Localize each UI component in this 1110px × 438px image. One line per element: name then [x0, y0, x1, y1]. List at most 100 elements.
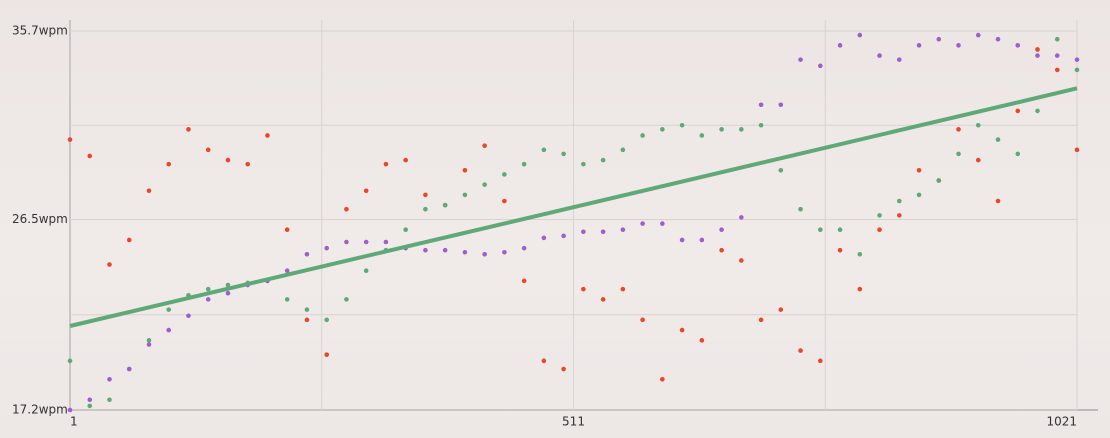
x-tick-label: 1: [70, 415, 78, 429]
data-point: [462, 249, 468, 255]
data-point: [284, 268, 290, 273]
data-point: [581, 161, 586, 167]
y-tick-label: 17.2wpm: [12, 403, 68, 417]
data-point: [344, 206, 349, 212]
data-point: [739, 127, 744, 132]
data-point: [1015, 43, 1021, 48]
data-point: [324, 245, 329, 251]
data-point: [205, 147, 211, 153]
data-point: [660, 127, 665, 132]
data-point: [284, 297, 290, 302]
data-point: [107, 397, 112, 403]
data-point: [521, 245, 527, 251]
data-point: [186, 127, 191, 132]
data-point: [304, 307, 310, 312]
data-point: [423, 247, 428, 253]
data-point: [482, 252, 487, 257]
data-point: [818, 227, 823, 233]
data-point: [719, 227, 724, 233]
data-point: [561, 233, 566, 239]
data-point: [956, 43, 961, 48]
data-point: [186, 313, 191, 319]
data-point: [640, 317, 645, 323]
data-point: [245, 161, 251, 167]
data-point: [126, 237, 132, 243]
data-point: [265, 133, 270, 138]
data-point: [877, 213, 882, 218]
data-point: [304, 317, 310, 323]
data-point: [719, 247, 724, 253]
data-point: [660, 376, 665, 382]
data-point: [1035, 53, 1040, 58]
data-point: [600, 297, 606, 302]
data-point: [324, 317, 329, 323]
data-point: [363, 239, 369, 245]
data-point: [916, 43, 922, 48]
data-point: [995, 36, 1001, 42]
data-point: [423, 192, 428, 198]
data-point: [975, 157, 981, 163]
data-point: [699, 133, 705, 138]
data-point: [837, 247, 843, 253]
data-point: [600, 229, 606, 235]
data-point: [719, 127, 724, 132]
y-tick-label: 35.7wpm: [12, 24, 68, 38]
data-point: [877, 227, 882, 233]
data-point: [462, 192, 468, 198]
data-point: [166, 327, 172, 333]
data-point: [442, 247, 448, 253]
data-point: [778, 168, 784, 173]
data-point: [482, 143, 487, 149]
data-point: [462, 168, 468, 173]
data-point: [936, 36, 942, 42]
data-point: [679, 237, 685, 243]
data-point: [857, 32, 863, 38]
data-point: [877, 53, 882, 58]
data-point: [739, 258, 744, 263]
data-point: [1074, 67, 1080, 73]
data-point: [1035, 108, 1040, 114]
data-point: [107, 376, 112, 382]
data-point: [798, 348, 803, 353]
data-point: [995, 198, 1001, 204]
data-point: [541, 147, 547, 153]
data-point: [383, 239, 389, 245]
data-point: [363, 268, 369, 273]
data-point: [956, 151, 961, 157]
data-point: [995, 137, 1001, 142]
data-point: [1054, 53, 1060, 58]
data-point: [67, 407, 73, 413]
data-point: [916, 168, 922, 173]
data-point: [1074, 147, 1080, 153]
data-point: [146, 342, 152, 347]
data-point: [502, 198, 507, 204]
data-point: [423, 206, 428, 212]
data-point: [363, 188, 369, 194]
data-point: [818, 358, 823, 364]
data-point: [916, 192, 922, 198]
data-point: [798, 57, 803, 62]
data-point: [87, 153, 93, 159]
data-point: [1035, 47, 1040, 52]
data-point: [818, 63, 823, 69]
data-point: [1015, 108, 1021, 114]
data-point: [699, 237, 705, 243]
data-point: [679, 122, 685, 128]
data-point: [146, 338, 152, 343]
data-point: [581, 229, 586, 235]
data-point: [620, 147, 626, 153]
data-point: [739, 215, 744, 220]
x-tick-label: 1021: [1046, 415, 1077, 429]
data-point: [205, 297, 211, 302]
data-point: [857, 286, 863, 292]
data-point: [778, 102, 784, 108]
data-point: [146, 188, 152, 194]
data-point: [758, 317, 764, 323]
data-point: [1015, 151, 1021, 157]
data-point: [442, 202, 448, 208]
data-point: [975, 122, 981, 128]
data-point: [778, 307, 784, 312]
data-point: [225, 157, 231, 163]
data-point: [1054, 67, 1060, 73]
